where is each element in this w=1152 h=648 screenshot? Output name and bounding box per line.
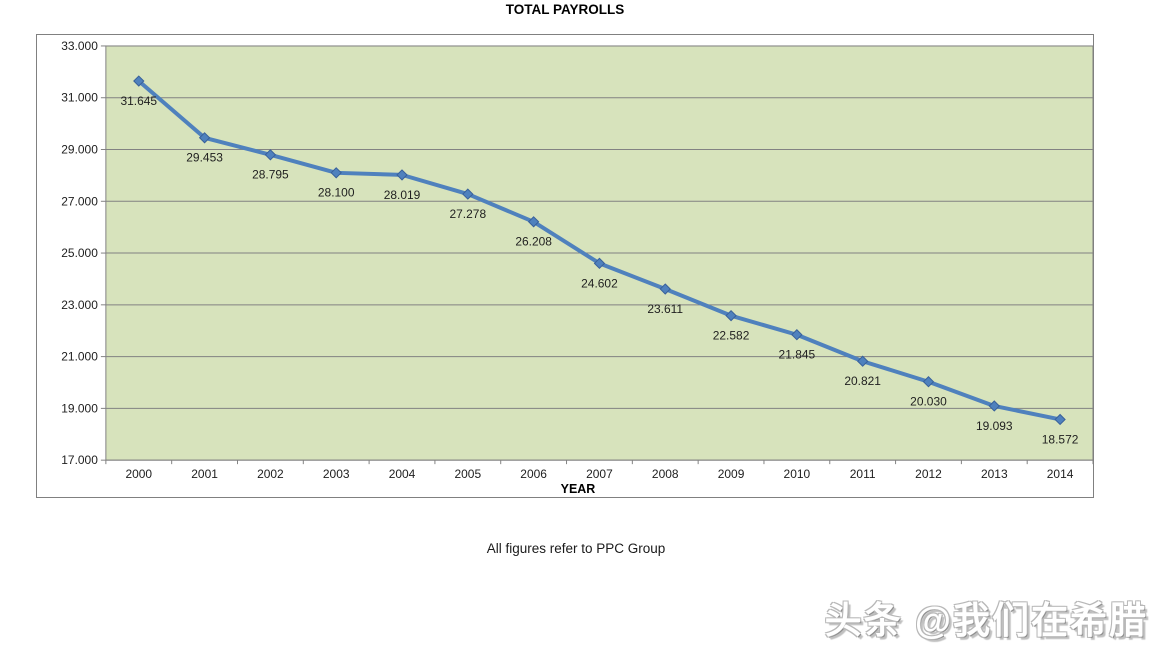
data-point-label: 27.278 [450,207,487,221]
data-point-label: 29.453 [186,151,223,165]
x-axis-label: 2014 [1047,467,1074,481]
chart-title: TOTAL PAYROLLS [505,2,625,17]
x-axis-title: YEAR [561,482,596,496]
data-point-label: 18.572 [1042,432,1079,446]
y-axis-label: 21.000 [61,350,98,364]
y-axis-label: 31.000 [61,91,98,105]
caption: All figures refer to PPC Group [486,541,666,556]
y-axis-label: 33.000 [61,39,98,53]
data-point-marker [462,188,474,200]
data-point-label: 22.582 [713,329,750,343]
y-axis-label: 27.000 [61,194,98,208]
x-axis-label: 2013 [981,467,1008,481]
x-axis-label: 2011 [850,467,876,481]
x-axis-label: 2008 [652,467,679,481]
watermark-text: 头条 @我们在希腊 [824,600,1148,641]
data-point-label: 21.845 [779,348,816,362]
data-point-label: 26.208 [515,235,552,249]
x-axis-label: 2002 [257,467,284,481]
data-point-marker [527,216,540,228]
data-point-marker [264,149,277,161]
payrolls-line-chart: 33.000 31.000 29.000 27.000 25.000 23.000 21.0… [61,39,1093,496]
x-axis-label: 2009 [718,467,745,481]
data-point-label: 28.100 [318,186,355,200]
data-point-label: 19.093 [976,419,1013,433]
x-axis-label: 2006 [520,467,547,481]
data-point-marker [593,257,606,270]
x-axis-label: 2001 [191,467,218,481]
data-point-label: 23.611 [647,302,683,316]
y-axis-label: 19.000 [61,401,98,415]
data-point-marker [725,309,737,322]
data-point-label: 20.030 [910,395,947,409]
data-point-marker [856,355,869,367]
chart-frame: 33.000 31.000 29.000 27.000 25.000 23.000 21.0… [36,34,1094,498]
x-axis-label: 2003 [323,467,350,481]
data-point-marker [396,169,408,181]
y-axis-label: 17.000 [61,453,98,467]
y-axis-label: 25.000 [61,246,98,260]
data-point-marker [1054,413,1066,426]
data-point-label: 20.821 [844,374,881,388]
data-point-label: 31.645 [120,94,157,108]
data-point-marker [133,75,145,87]
data-point-label: 28.795 [252,168,289,182]
data-point-marker [330,167,342,179]
data-point-marker [659,283,671,295]
x-axis-label: 2004 [389,467,416,481]
x-axis-label: 2000 [125,467,152,481]
data-point-marker [988,400,1000,412]
x-axis-label: 2012 [915,467,942,481]
data-point-marker [791,329,803,341]
data-point-marker [198,132,211,144]
y-axis-label: 29.000 [61,143,98,157]
x-axis-label: 2005 [455,467,482,481]
data-point-label: 24.602 [581,276,618,290]
data-point-marker [922,376,935,388]
y-axis-label: 23.000 [61,298,98,312]
x-axis-label: 2010 [784,467,811,481]
x-axis-label: 2007 [586,467,613,481]
data-point-label: 28.019 [384,188,421,202]
